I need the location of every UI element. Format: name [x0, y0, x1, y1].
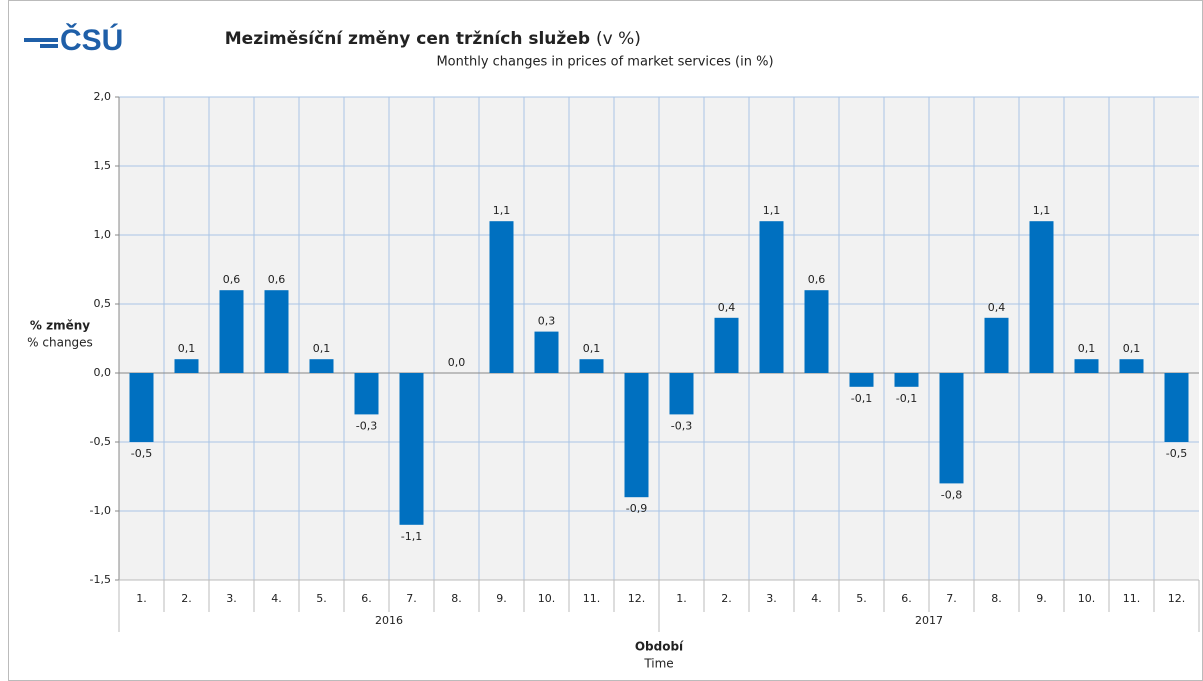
y-tick-label: -1,5: [90, 573, 111, 586]
data-label: -0,5: [131, 447, 152, 460]
y-tick-label: 2,0: [94, 90, 112, 103]
x-tick-label: 9.: [496, 592, 507, 605]
x-tick-label: 12.: [1168, 592, 1186, 605]
x-tick-label: 10.: [1078, 592, 1096, 605]
x-tick-label: 7.: [946, 592, 957, 605]
x-tick-label: 2.: [181, 592, 192, 605]
data-label: 0,1: [583, 342, 601, 355]
data-label: -0,8: [941, 488, 962, 501]
bar: [354, 373, 379, 415]
data-label: -0,1: [851, 392, 872, 405]
x-tick-label: 3.: [226, 592, 237, 605]
y-tick-label: 0,5: [94, 297, 112, 310]
bar: [579, 359, 604, 373]
data-label: 0,1: [1078, 342, 1096, 355]
data-label: 0,6: [808, 273, 826, 286]
x-tick-label: 3.: [766, 592, 777, 605]
bar: [264, 290, 289, 373]
x-axis-title: Období: [635, 640, 684, 654]
bar: [984, 317, 1009, 373]
data-label: 1,1: [493, 204, 511, 217]
chart-title: Meziměsíční změny cen tržních služeb: [225, 29, 590, 49]
x-tick-label: 11.: [583, 592, 601, 605]
bar: [1119, 359, 1144, 373]
bar: [534, 331, 559, 373]
logo: ČSÚ: [24, 23, 123, 57]
x-tick-label: 5.: [316, 592, 327, 605]
x-tick-label: 2.: [721, 592, 732, 605]
data-label: 0,4: [988, 301, 1006, 314]
bar: [1029, 221, 1054, 373]
x-tick-label: 4.: [271, 592, 282, 605]
x-tick-label: 6.: [361, 592, 372, 605]
x-tick-label: 1.: [676, 592, 687, 605]
logo-stripe: [40, 44, 58, 48]
y-tick-label: -0,5: [90, 435, 111, 448]
bar: [129, 373, 154, 442]
x-tick-label: 4.: [811, 592, 822, 605]
bar: [219, 290, 244, 373]
chart-title-unit: (v %): [596, 29, 641, 49]
data-label: -0,5: [1166, 447, 1187, 460]
bar: [894, 373, 919, 387]
logo-text: ČSÚ: [60, 23, 123, 57]
bar: [804, 290, 829, 373]
bar: [399, 373, 424, 525]
x-tick-label: 1.: [136, 592, 147, 605]
bar: [1164, 373, 1189, 442]
x-tick-label: 6.: [901, 592, 912, 605]
bar: [174, 359, 199, 373]
x-tick-label: 9.: [1036, 592, 1047, 605]
x-tick-label: 5.: [856, 592, 867, 605]
x-tick-label: 8.: [991, 592, 1002, 605]
data-label: 1,1: [1033, 204, 1051, 217]
bar: [714, 317, 739, 373]
bar: [669, 373, 694, 415]
bar: [939, 373, 964, 484]
data-label: 0,3: [538, 315, 556, 328]
data-label: -0,3: [671, 419, 692, 432]
bar: [849, 373, 874, 387]
data-label: 0,4: [718, 301, 736, 314]
group-label: 2017: [915, 614, 943, 627]
x-tick-label: 11.: [1123, 592, 1141, 605]
chart-subtitle: Monthly changes in prices of market serv…: [436, 55, 773, 70]
data-label: 0,0: [448, 356, 466, 369]
bar: [624, 373, 649, 498]
x-tick-label: 7.: [406, 592, 417, 605]
y-tick-label: 1,5: [94, 159, 112, 172]
data-label: 0,1: [178, 342, 196, 355]
bar: [1074, 359, 1099, 373]
data-label: 1,1: [763, 204, 781, 217]
data-label: 0,6: [223, 273, 241, 286]
y-tick-label: -1,0: [90, 504, 111, 517]
y-axis-title-en: % changes: [27, 336, 93, 350]
x-tick-label: 12.: [628, 592, 646, 605]
y-tick-label: 1,0: [94, 228, 112, 241]
x-axis-title-en: Time: [643, 657, 673, 671]
logo-stripe: [24, 38, 58, 42]
y-axis-title: % změny: [30, 319, 90, 333]
bar: [309, 359, 334, 373]
data-label: 0,1: [313, 342, 331, 355]
group-label: 2016: [375, 614, 403, 627]
y-tick-label: 0,0: [94, 366, 112, 379]
data-label: 0,1: [1123, 342, 1141, 355]
bar: [759, 221, 784, 373]
data-label: -1,1: [401, 530, 422, 543]
x-tick-label: 10.: [538, 592, 556, 605]
data-label: -0,9: [626, 502, 647, 515]
data-label: -0,1: [896, 392, 917, 405]
data-label: -0,3: [356, 419, 377, 432]
data-label: 0,6: [268, 273, 286, 286]
x-tick-label: 8.: [451, 592, 462, 605]
bar: [489, 221, 514, 373]
